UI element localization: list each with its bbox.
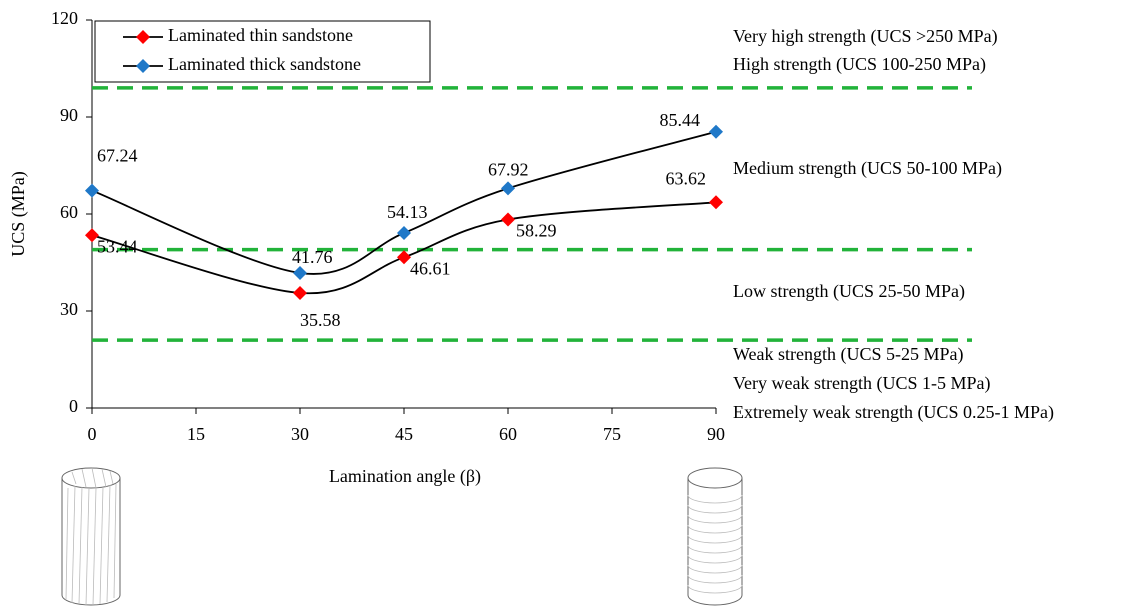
legend-label: Laminated thin sandstone: [168, 25, 353, 45]
strength-class-label: Extremely weak strength (UCS 0.25-1 MPa): [733, 402, 1054, 423]
data-point: [293, 286, 307, 300]
data-label: 67.24: [97, 146, 138, 166]
strength-class-label: Low strength (UCS 25-50 MPa): [733, 281, 965, 302]
y-tick-label: 60: [60, 202, 78, 222]
strength-class-label: Medium strength (UCS 50-100 MPa): [733, 158, 1002, 179]
legend-label: Laminated thick sandstone: [168, 54, 361, 74]
y-tick-label: 0: [69, 396, 78, 416]
x-tick-label: 30: [291, 424, 309, 444]
strength-class-label: Very weak strength (UCS 1-5 MPa): [733, 373, 990, 394]
data-label: 53.44: [97, 236, 138, 256]
y-axis-title: UCS (MPa): [8, 171, 29, 257]
data-label: 46.61: [410, 258, 451, 278]
specimen-icon: [62, 468, 120, 605]
x-tick-label: 45: [395, 424, 413, 444]
specimen-icon: [688, 468, 742, 605]
x-axis-title: Lamination angle (β): [329, 466, 481, 487]
strength-class-label: Very high strength (UCS >250 MPa): [733, 26, 998, 47]
data-point: [501, 213, 515, 227]
x-tick-label: 90: [707, 424, 725, 444]
y-tick-label: 90: [60, 105, 78, 125]
data-label: 63.62: [666, 168, 707, 188]
data-label: 58.29: [516, 221, 557, 241]
data-point: [709, 125, 723, 139]
x-tick-label: 75: [603, 424, 621, 444]
data-point: [501, 181, 515, 195]
x-tick-label: 15: [187, 424, 205, 444]
strength-class-label: High strength (UCS 100-250 MPa): [733, 54, 986, 75]
data-point: [397, 250, 411, 264]
data-label: 35.58: [300, 310, 341, 330]
chart: Lamination angle (β) UCS (MPa) 0 30 60 90 12…: [0, 0, 1129, 606]
strength-class-label: Weak strength (UCS 5-25 MPa): [733, 344, 964, 365]
data-point: [293, 266, 307, 280]
data-point: [85, 184, 99, 198]
y-tick-label: 120: [51, 8, 78, 28]
data-label: 54.13: [387, 202, 428, 222]
data-point: [709, 195, 723, 209]
data-label: 85.44: [660, 110, 701, 130]
x-tick-label: 0: [88, 424, 97, 444]
x-tick-label: 60: [499, 424, 517, 444]
data-point: [397, 226, 411, 240]
data-label: 41.76: [292, 247, 333, 267]
data-label: 67.92: [488, 160, 529, 180]
y-tick-label: 30: [60, 299, 78, 319]
